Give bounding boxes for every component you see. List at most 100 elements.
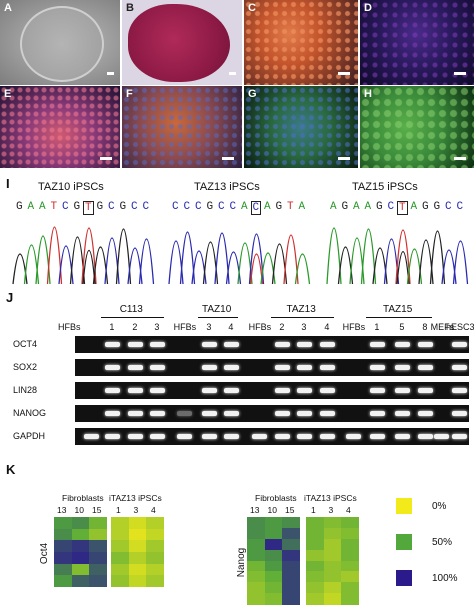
gel-band <box>275 411 290 416</box>
heatmap-cell <box>54 575 72 588</box>
trace-peak-secondary <box>249 253 264 285</box>
gel-band <box>150 434 165 439</box>
heatmap-cell <box>54 540 72 553</box>
heatmap-group-label: iTAZ13 iPSCs <box>304 493 357 503</box>
scale-bar <box>454 157 466 160</box>
heatmap-cell <box>264 571 283 583</box>
gel-band <box>84 434 99 439</box>
heatmap-cell <box>282 593 300 605</box>
gel-band <box>275 365 290 370</box>
base-letter: T <box>83 201 94 215</box>
base-letter: G <box>376 201 383 213</box>
heatmap-cell <box>128 517 147 530</box>
base-letter: C <box>131 201 138 213</box>
heatmap-cell <box>111 552 129 565</box>
trace-peak <box>214 232 230 285</box>
heatmap-cell <box>128 552 147 565</box>
heatmap-gene-label: Oct4 <box>39 542 51 565</box>
base-letter: G <box>206 201 214 213</box>
nuclei-texture <box>244 86 358 168</box>
heatmap-cell <box>111 517 129 530</box>
gel-band <box>202 434 217 439</box>
trace-peak <box>138 238 155 285</box>
heatmap-cell <box>264 582 283 594</box>
heatmap-cell <box>146 575 164 588</box>
panel-label-c: C <box>248 2 256 14</box>
gel-band <box>275 342 290 347</box>
trace-peak <box>429 230 446 285</box>
gel-band <box>452 388 467 393</box>
heatmap-cell <box>323 517 342 529</box>
heatmap-group-label: Fibroblasts <box>255 493 297 503</box>
panel-label-k: K <box>6 462 16 477</box>
heatmap-cell <box>54 552 72 565</box>
trace-peak <box>294 253 311 285</box>
heatmap-cell <box>247 538 265 551</box>
gel-band <box>452 411 467 416</box>
group-underline <box>198 317 238 318</box>
base-letter: G <box>275 201 283 213</box>
heatmap-cell <box>306 517 324 529</box>
heatmap-cell <box>264 538 283 551</box>
lane-label: 2 <box>132 322 138 332</box>
scale-bar <box>338 157 350 160</box>
panel-label-d: D <box>364 2 372 14</box>
base-letter: T <box>397 201 408 215</box>
heatmap-cell <box>247 571 265 583</box>
gel-band <box>275 434 290 439</box>
heatmap-cell <box>111 575 129 588</box>
lane-label: 5 <box>399 322 405 332</box>
heatmap-cell <box>146 517 164 530</box>
gel-band <box>320 342 335 347</box>
gel-band <box>105 388 120 393</box>
gene-label: GAPDH <box>13 431 46 441</box>
base-letter: A <box>364 201 372 213</box>
base-letter: G <box>341 201 349 213</box>
colony-outline <box>20 6 104 82</box>
base-letter: T <box>50 201 58 213</box>
panel-label-e: E <box>4 88 12 100</box>
micrograph-f: F <box>122 86 242 168</box>
trace-peak <box>248 233 265 285</box>
base-letter: C <box>218 201 225 213</box>
legend-label: 100% <box>432 573 458 584</box>
heatmap-column-label: 13 <box>250 505 260 515</box>
heatmap-cell <box>71 552 90 565</box>
trace-peak <box>326 227 342 285</box>
heatmap-cell <box>146 563 164 576</box>
heatmap-cell <box>306 560 324 572</box>
heatmap-cell <box>323 571 342 583</box>
clone-title: TAZ10 iPSCs <box>38 181 104 193</box>
heatmap-column-label: 1 <box>311 505 316 515</box>
heatmap-column-label: 3 <box>328 505 334 515</box>
heatmap-column-label: 1 <box>116 505 121 515</box>
gel-strip <box>75 336 469 353</box>
gel-band <box>202 365 217 370</box>
gene-label: SOX2 <box>13 362 38 372</box>
gel-band <box>297 388 312 393</box>
heatmap-cell <box>89 517 107 530</box>
gel-band <box>177 434 192 439</box>
gel-band <box>105 411 120 416</box>
micrograph-h: H <box>360 86 474 168</box>
heatmap-cell <box>306 571 324 583</box>
legend-swatch <box>396 534 412 550</box>
heatmap-cell <box>341 527 359 540</box>
gel-band <box>128 388 143 393</box>
heatmap-cell <box>341 517 359 529</box>
base-letter: G <box>73 201 81 213</box>
clone-title: TAZ15 iPSCs <box>352 181 418 193</box>
heatmap-cell <box>128 528 147 541</box>
heatmap-cell <box>54 528 72 541</box>
group-underline <box>101 317 164 318</box>
lane-label: 4 <box>324 322 330 332</box>
lane-label: 4 <box>228 322 234 332</box>
gel-band <box>370 388 385 393</box>
base-letter: C <box>445 201 452 213</box>
gene-label: LIN28 <box>13 385 38 395</box>
micrograph-e: E <box>0 86 120 168</box>
panel-label-i: I <box>6 176 10 191</box>
lane-label: 1 <box>374 322 380 332</box>
group-label: TAZ13 <box>286 304 316 315</box>
gel-band <box>224 342 239 347</box>
